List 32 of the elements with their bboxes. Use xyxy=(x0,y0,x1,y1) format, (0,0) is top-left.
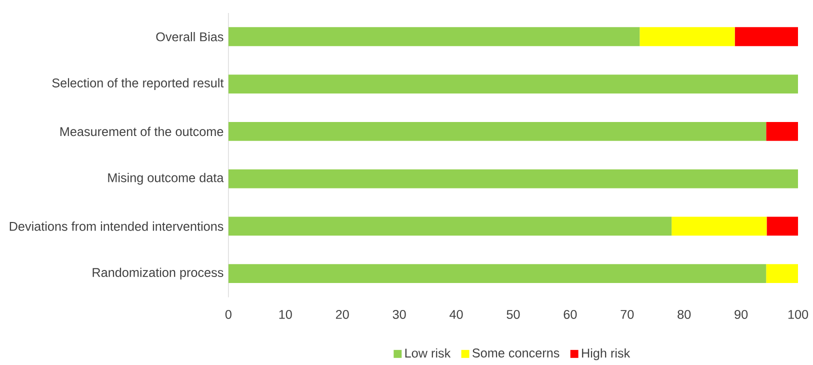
x-tick-label: 40 xyxy=(450,310,463,319)
x-tick-label: 0 xyxy=(225,310,232,319)
x-tick-label: 30 xyxy=(392,310,406,319)
bar xyxy=(228,122,766,141)
y-tick-label: Overall Bias xyxy=(156,32,224,42)
x-tick-label: 90 xyxy=(734,310,748,319)
legend-label: Low risk xyxy=(405,348,451,358)
legend-label: High risk xyxy=(582,348,630,360)
x-tick-label: 80 xyxy=(678,310,691,319)
bar xyxy=(228,169,798,188)
bar xyxy=(766,122,798,141)
bar xyxy=(734,27,798,46)
bar xyxy=(228,264,766,284)
x-tick-label: 20 xyxy=(336,310,349,319)
x-tick-label: 100 xyxy=(788,310,808,319)
bar xyxy=(766,216,798,236)
y-tick-label: Selection of the reported result xyxy=(52,78,224,90)
x-tick-label: 60 xyxy=(564,310,577,319)
legend-label: Some concerns xyxy=(472,348,560,358)
bar xyxy=(228,27,640,46)
bar xyxy=(228,216,672,236)
x-tick-label: 50 xyxy=(506,310,520,319)
bar xyxy=(766,264,798,284)
x-tick-label: 10 xyxy=(279,310,292,319)
bar xyxy=(228,74,798,94)
y-tick-label: Deviations from intended interventions xyxy=(10,222,224,231)
x-tick-label: 70 xyxy=(620,310,634,319)
y-tick-label: Measurement of the outcome xyxy=(60,126,224,136)
bar xyxy=(640,27,735,46)
bar xyxy=(672,216,767,236)
y-tick-label: Mising outcome data xyxy=(108,173,224,185)
y-tick-label: Randomization process xyxy=(92,268,224,280)
